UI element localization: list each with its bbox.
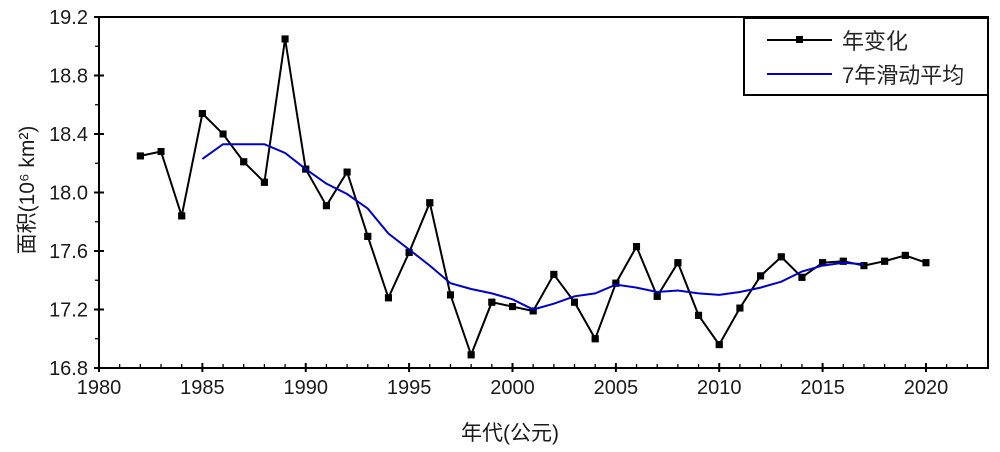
data-point-marker [467,351,475,359]
data-point-marker [508,303,516,311]
svg-text:2020: 2020 [904,377,949,399]
y-axis-label: 面积(10⁶ km²) [16,125,39,255]
square-marker-icon [796,35,803,43]
data-point-marker [550,270,558,278]
data-point-marker [405,248,413,256]
svg-text:18.8: 18.8 [49,66,88,88]
svg-text:17.2: 17.2 [49,300,88,322]
data-point-marker [777,253,785,261]
annual-series [136,35,930,359]
data-point-marker [281,35,289,43]
data-point-marker [757,272,765,280]
moving-average-swatch [767,72,832,75]
data-point-marker [839,257,847,265]
data-point-marker [674,259,682,267]
data-point-marker [240,158,248,166]
data-point-marker [860,262,868,270]
data-point-marker [322,202,330,210]
legend-item-moving-average: 7年滑动平均 [745,61,987,88]
x-axis-ticks [98,363,968,372]
svg-text:18.4: 18.4 [49,124,88,146]
x-axis-label: 年代(公元) [461,422,559,445]
y-axis-tick-labels: 16.8 17.2 17.6 18.0 18.4 18.8 19.2 [49,7,88,380]
data-point-marker [198,110,206,118]
svg-text:1985: 1985 [180,377,225,399]
svg-text:1980: 1980 [77,377,122,399]
data-point-marker [591,335,599,343]
moving-average-series [201,143,865,311]
data-point-marker [798,273,806,281]
data-point-marker [446,291,454,299]
data-point-marker [343,168,351,176]
data-point-marker [819,259,827,267]
data-point-marker [488,298,496,306]
data-point-marker [736,304,744,312]
y-axis-ticks [94,16,104,369]
data-point-marker [881,257,889,265]
data-point-marker [136,152,144,160]
data-point-marker [260,178,268,186]
svg-text:18.0: 18.0 [49,183,88,205]
data-point-marker [633,243,641,251]
data-point-marker [529,307,537,315]
annual-series-swatch [767,35,832,43]
svg-text:2005: 2005 [594,377,639,399]
data-point-marker [653,292,661,300]
svg-text:2015: 2015 [800,377,845,399]
data-point-marker [426,199,434,207]
data-point-marker [157,148,165,156]
moving-average-line [201,143,865,311]
legend-label-moving-average: 7年滑动平均 [842,62,965,88]
legend-label-annual: 年变化 [842,28,909,54]
data-point-marker [178,212,186,220]
svg-text:16.8: 16.8 [49,358,88,380]
data-point-marker [715,341,723,349]
svg-text:19.2: 19.2 [49,7,88,29]
data-point-marker [922,259,930,267]
data-point-marker [364,232,372,240]
svg-text:2000: 2000 [490,377,535,399]
data-point-marker [695,311,703,319]
svg-text:1995: 1995 [387,377,432,399]
svg-text:2010: 2010 [697,377,742,399]
x-axis-tick-labels: 1980 1985 1990 1995 2000 2005 2010 2015 2020 [77,377,948,399]
data-point-marker [219,130,227,138]
legend: 年变化 7年滑动平均 [743,17,989,96]
data-point-marker [901,251,909,259]
data-point-marker [571,298,579,306]
legend-item-annual: 年变化 [745,27,987,54]
data-point-marker [612,279,620,287]
svg-text:17.6: 17.6 [49,241,88,263]
data-point-marker [384,294,392,302]
svg-text:1990: 1990 [283,377,328,399]
